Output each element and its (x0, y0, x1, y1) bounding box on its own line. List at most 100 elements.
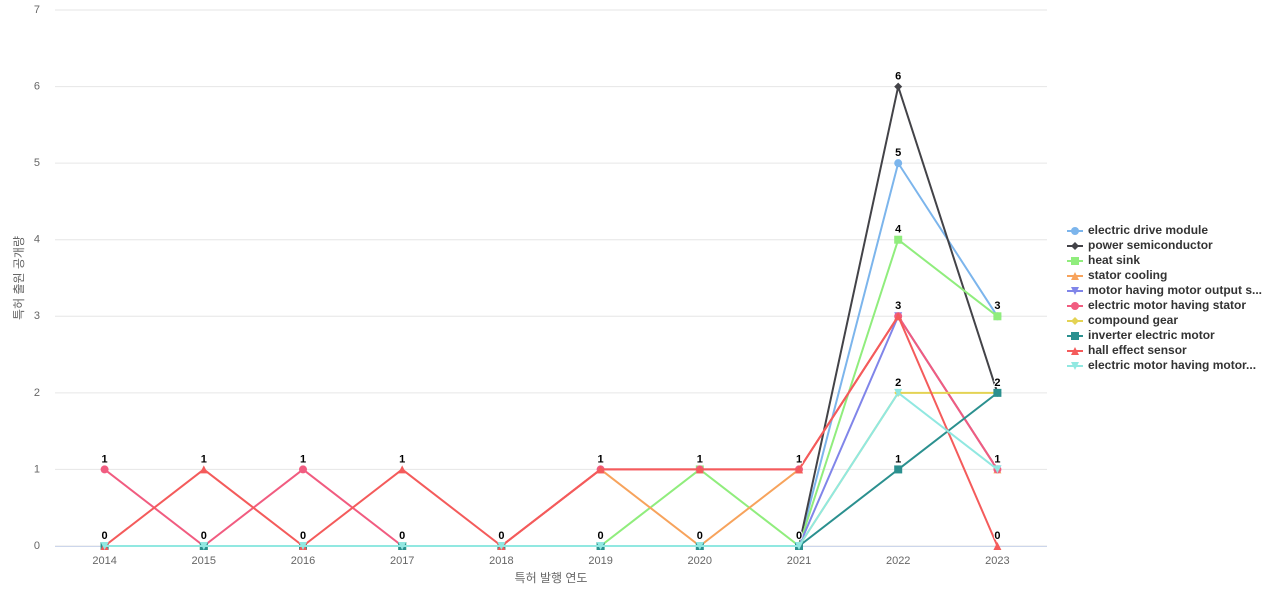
series-line (104, 314, 999, 548)
marker (1071, 362, 1079, 370)
y-tick-label: 5 (34, 157, 40, 169)
data-label: 1 (102, 453, 108, 465)
data-label: 0 (796, 530, 802, 542)
y-tick-label: 6 (34, 80, 40, 92)
y-tick-label: 4 (34, 234, 40, 246)
x-tick-label: 2018 (489, 555, 513, 567)
data-label: 2 (895, 377, 901, 389)
legend-label[interactable]: compound gear (1088, 313, 1178, 327)
series-line (103, 314, 999, 548)
series-line (104, 391, 999, 547)
y-axis-title: 특허 출원 공개량 (12, 236, 26, 320)
data-label: 0 (201, 530, 207, 542)
legend-label[interactable]: electric motor having motor... (1088, 358, 1256, 372)
series (100, 312, 1002, 550)
marker (596, 542, 605, 550)
legend-label[interactable]: power semiconductor (1088, 238, 1213, 252)
x-tick-label: 2021 (787, 555, 811, 567)
marker (596, 465, 605, 474)
data-label: 0 (399, 530, 405, 542)
marker (993, 542, 1002, 550)
marker (894, 388, 903, 397)
data-label: 3 (895, 300, 901, 312)
data-label: 0 (994, 530, 1000, 542)
marker (695, 542, 704, 550)
legend-label[interactable]: inverter electric motor (1088, 328, 1215, 342)
y-tick-label: 1 (34, 463, 40, 475)
marker (299, 465, 307, 474)
marker (695, 465, 704, 474)
marker (795, 542, 803, 550)
marker (299, 542, 307, 550)
legend-label[interactable]: hall effect sensor (1088, 343, 1187, 357)
data-label: 1 (399, 453, 405, 465)
marker (497, 542, 506, 550)
data-label: 4 (895, 224, 902, 236)
marker (100, 542, 109, 550)
data-label: 0 (300, 530, 306, 542)
data-label: 1 (697, 453, 703, 465)
y-tick-label: 0 (34, 540, 40, 552)
marker (795, 465, 803, 474)
marker (894, 159, 903, 168)
y-tick-label: 2 (34, 387, 40, 399)
marker (894, 82, 903, 91)
marker (398, 465, 407, 474)
legend-label[interactable]: stator cooling (1088, 268, 1167, 282)
series (100, 388, 1002, 550)
data-label: 0 (498, 530, 504, 542)
marker (894, 235, 903, 244)
marker (1071, 257, 1079, 265)
x-tick-label: 2022 (886, 555, 910, 567)
data-label: 1 (201, 453, 207, 465)
x-tick-label: 2023 (985, 555, 1009, 567)
series-line (104, 160, 999, 547)
data-label: 6 (895, 70, 901, 82)
x-tick-label: 2017 (390, 555, 414, 567)
marker (1071, 302, 1079, 310)
x-axis-title: 특허 발행 연도 (515, 570, 588, 585)
data-label: 1 (895, 453, 901, 465)
x-tick-label: 2014 (92, 555, 116, 567)
data-label: 5 (895, 147, 901, 159)
marker (993, 388, 1002, 397)
marker (1071, 227, 1079, 235)
marker (398, 542, 407, 550)
data-label: 1 (598, 453, 604, 465)
data-label: 2 (994, 377, 1000, 389)
y-tick-label: 7 (34, 4, 40, 16)
marker (1071, 287, 1079, 295)
series (100, 312, 1002, 550)
marker (894, 465, 903, 474)
marker (993, 465, 1002, 474)
x-tick-label: 2019 (588, 555, 612, 567)
series-line (104, 314, 999, 547)
legend-label[interactable]: electric motor having stator (1088, 298, 1246, 312)
series-line (103, 314, 999, 548)
data-label: 1 (994, 453, 1000, 465)
marker (993, 312, 1002, 321)
marker (199, 465, 208, 474)
legend-label[interactable]: motor having motor output s... (1088, 283, 1262, 297)
legend-label[interactable]: electric drive module (1088, 223, 1208, 237)
data-label: 3 (994, 300, 1000, 312)
data-label: 0 (102, 530, 108, 542)
marker (199, 542, 208, 550)
x-tick-label: 2015 (192, 555, 216, 567)
data-label: 1 (796, 453, 802, 465)
marker (100, 465, 109, 474)
y-tick-label: 3 (34, 310, 40, 322)
x-tick-label: 2020 (688, 555, 712, 567)
series (100, 159, 1002, 550)
data-label: 1 (300, 453, 306, 465)
marker (1071, 272, 1079, 280)
marker (1071, 332, 1079, 340)
marker (1071, 242, 1079, 250)
x-tick-label: 2016 (291, 555, 315, 567)
legend-label[interactable]: heat sink (1088, 253, 1140, 267)
marker (894, 312, 903, 321)
series (100, 312, 1002, 550)
marker (1071, 317, 1079, 325)
data-label: 0 (697, 530, 703, 542)
